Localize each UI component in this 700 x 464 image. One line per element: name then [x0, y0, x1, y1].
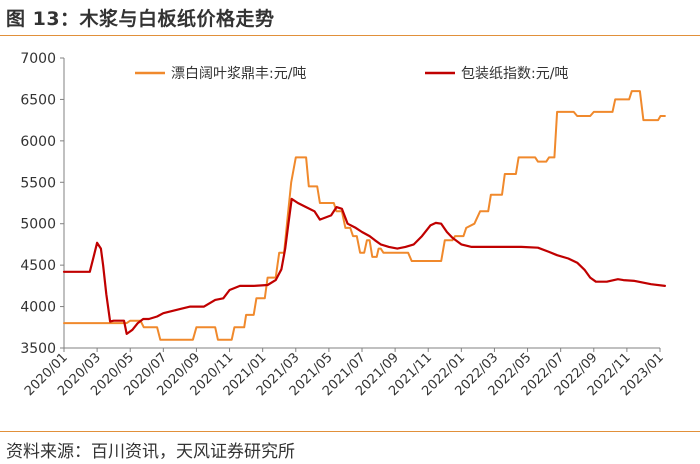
legend-label: 包装纸指数:元/吨 — [461, 66, 568, 82]
y-tick-label: 6000 — [20, 134, 56, 150]
y-tick-label: 5000 — [20, 217, 56, 233]
source-divider — [0, 431, 700, 432]
y-tick-label: 4000 — [20, 300, 56, 316]
y-tick-label: 4500 — [20, 258, 56, 274]
x-tick-labels: 2020/012020/032020/052020/072020/092020/… — [22, 348, 667, 399]
source-note: 资料来源：百川资讯，天风证券研究所 — [6, 442, 295, 462]
title-divider — [0, 35, 700, 36]
y-tick-labels: 3500 4000 4500 5000 5500 6000 6500 7000 — [20, 51, 64, 357]
price-line-chart: 3500 4000 4500 5000 5500 6000 6500 7000 2020/01… — [20, 51, 667, 399]
figure-title: 图 13：木浆与白板纸价格走势 — [6, 8, 275, 30]
y-tick-label: 7000 — [20, 51, 56, 67]
legend-label: 漂白阔叶浆鼎丰:元/吨 — [171, 66, 306, 82]
chart-legend: 漂白阔叶浆鼎丰:元/吨 包装纸指数:元/吨 — [135, 66, 568, 82]
y-tick-label: 5500 — [20, 175, 56, 191]
y-tick-label: 3500 — [20, 341, 56, 357]
y-tick-label: 6500 — [20, 92, 56, 108]
series-lines — [62, 90, 667, 341]
chart-axes — [63, 58, 660, 349]
board-index-line — [62, 197, 667, 335]
pulp-price-line — [63, 90, 666, 341]
